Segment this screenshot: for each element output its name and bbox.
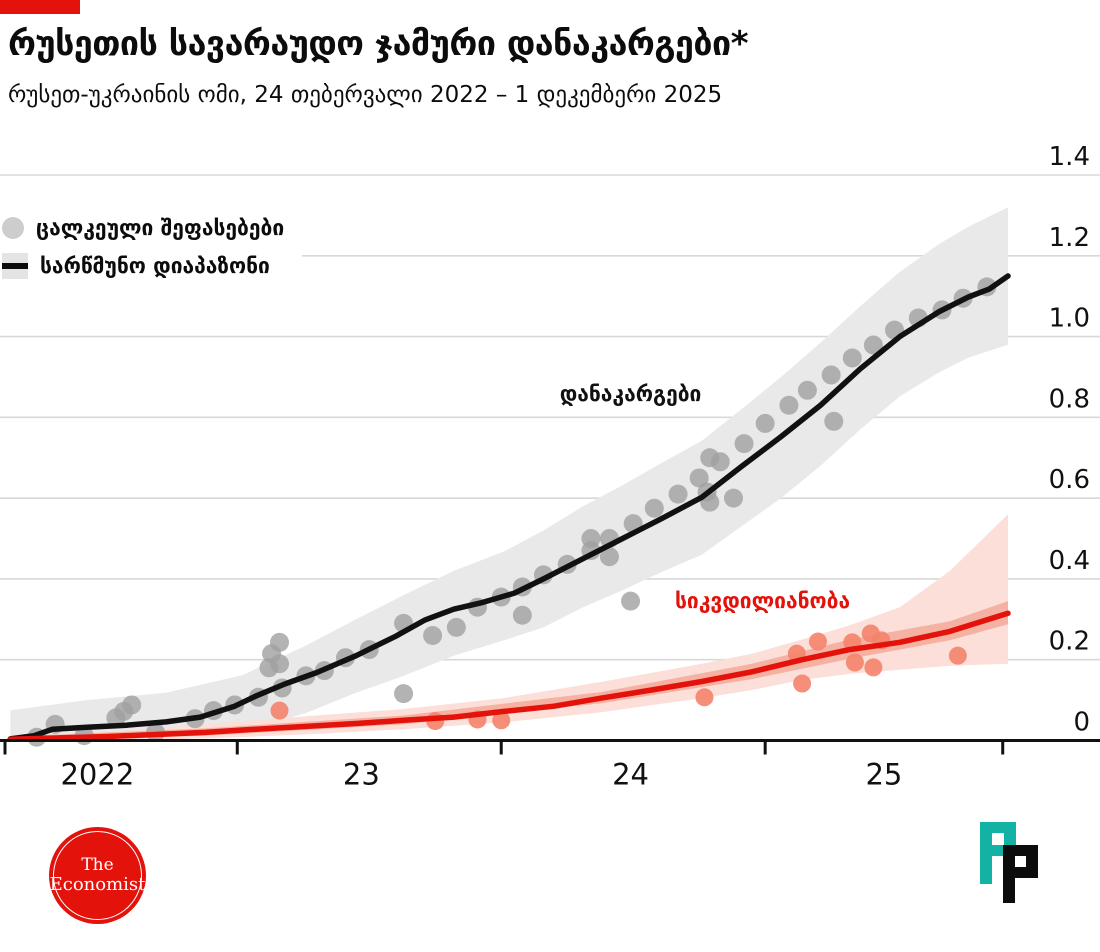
- x-tick-label: 2022: [60, 758, 134, 792]
- economist-logo: The Economist: [49, 827, 146, 924]
- confidence-band-losses: [10, 207, 1009, 741]
- trend-line-swatch: [2, 263, 28, 269]
- series-labels: დანაკარგები სიკვდილიანობა: [560, 382, 850, 613]
- y-tick-label: 0.4: [1049, 546, 1090, 576]
- estimate-dots-mortality: [270, 624, 967, 731]
- y-tick-label: 0.6: [1049, 465, 1090, 495]
- economist-logo-ring: The Economist: [50, 831, 145, 920]
- legend-item-label: სარწმუნო დიაპაზონი: [40, 254, 270, 278]
- economist-logo-text: The: [81, 855, 114, 876]
- x-axis: [0, 739, 1100, 755]
- y-tick-label: 1.2: [1049, 223, 1090, 253]
- trend-lines: [7, 273, 1011, 743]
- series-label-mortality: სიკვდილიანობა: [675, 589, 850, 613]
- x-tick-label: 23: [343, 758, 380, 792]
- letter-p-black: [1003, 845, 1038, 903]
- y-tick-label: 1.4: [1049, 142, 1090, 172]
- economist-red-tab: [0, 0, 80, 14]
- chart-legend: ცალკეული შეფასებები სარწმუნო დიაპაზონი: [0, 212, 303, 302]
- confidence-band-swatch: [2, 253, 28, 279]
- y-tick-label: 0: [1073, 708, 1090, 738]
- y-tick-label: 1.0: [1049, 304, 1090, 334]
- legend-item-estimates: ცალკეული შეფასებები: [2, 216, 284, 240]
- x-tick-label: 25: [865, 758, 902, 792]
- x-tick-label: 24: [612, 758, 649, 792]
- partner-rp-logo: [980, 822, 1038, 903]
- estimate-dot-swatch: [2, 217, 24, 239]
- y-tick-label: 0.2: [1049, 627, 1090, 657]
- economist-logo-text: Economist: [49, 873, 146, 895]
- y-tick-label: 0.8: [1049, 384, 1090, 414]
- legend-item-range: სარწმუნო დიაპაზონი: [2, 253, 284, 279]
- series-label-losses: დანაკარგები: [560, 382, 702, 406]
- axis-labels: 0 0.2 0.4 0.6 0.8 1.0 1.2 1.4 2022 23 24 25: [60, 142, 1090, 792]
- legend-item-label: ცალკეული შეფასებები: [36, 216, 285, 240]
- page-title: რუსეთის სავარაუდო ჯამური დანაკარგები*: [8, 24, 749, 64]
- estimate-dots-losses: [27, 277, 997, 747]
- page-subtitle: რუსეთ-უკრაინის ომი, 24 თებერვალი 2022 – …: [8, 82, 723, 108]
